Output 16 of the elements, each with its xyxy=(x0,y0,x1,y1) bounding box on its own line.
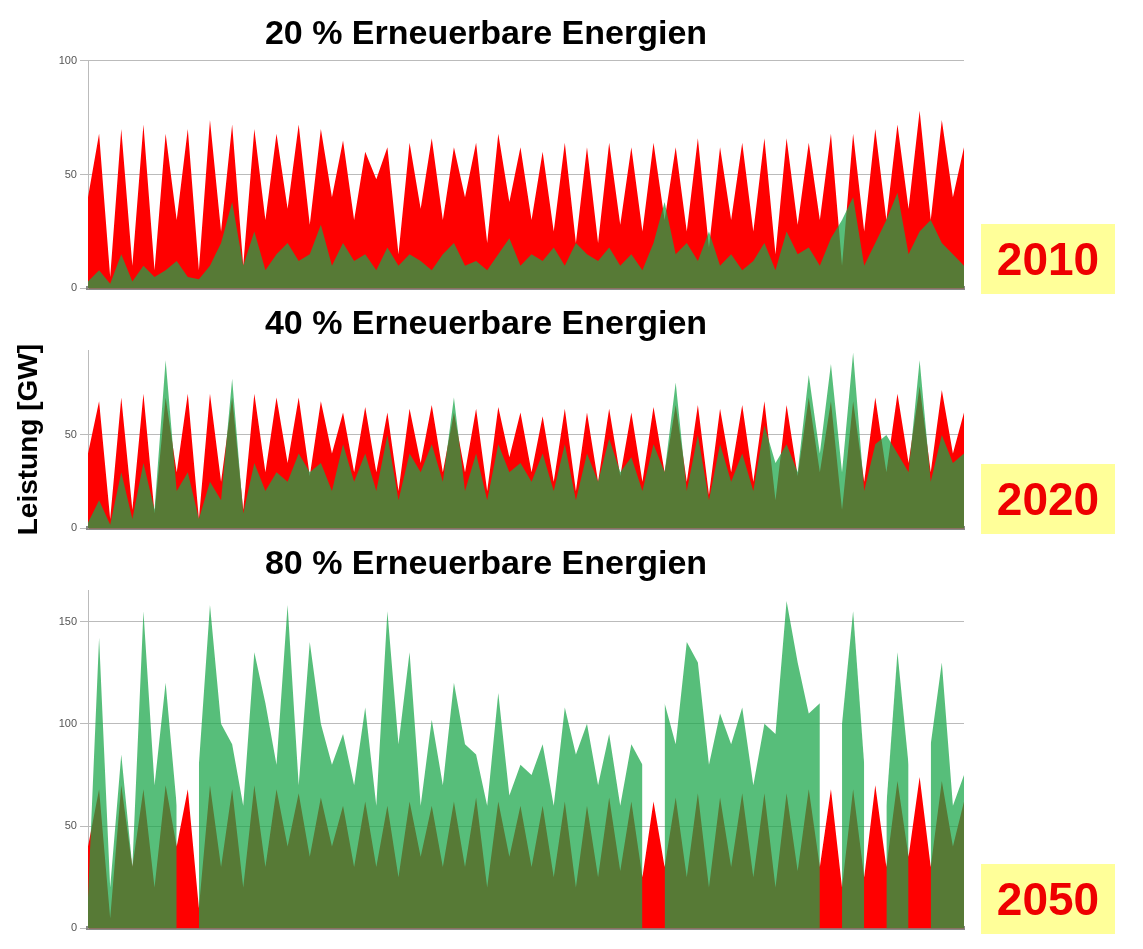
y-tick-label: 0 xyxy=(70,921,77,934)
y-tick-label: 150 xyxy=(58,614,77,627)
y-tick-label: 100 xyxy=(58,53,77,66)
text: 2010 xyxy=(980,224,1116,294)
y-tick-label: 50 xyxy=(64,167,77,180)
y-tick-label: 50 xyxy=(64,819,77,832)
y-axis-title: Leistung [GW] xyxy=(11,343,43,536)
chart-title: 20 % Erneuerbare Energien xyxy=(264,12,708,51)
y-tick-label: 50 xyxy=(64,427,77,440)
y-tick-label: 0 xyxy=(70,281,77,294)
text: 2050 xyxy=(980,864,1116,934)
chart-title: 80 % Erneuerbare Energien xyxy=(264,542,708,581)
y-tick-label: 0 xyxy=(70,521,77,534)
y-tick-label: 100 xyxy=(58,716,77,729)
text: 2020 xyxy=(980,464,1116,534)
chart-title: 40 % Erneuerbare Energien xyxy=(264,302,708,341)
